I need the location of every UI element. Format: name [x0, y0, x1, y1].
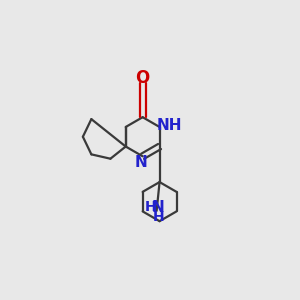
Text: O: O — [136, 69, 150, 87]
Text: N: N — [152, 200, 164, 215]
Text: NH: NH — [156, 118, 182, 133]
Text: H: H — [152, 210, 164, 224]
Text: N: N — [135, 155, 148, 170]
Text: H: H — [144, 200, 156, 214]
